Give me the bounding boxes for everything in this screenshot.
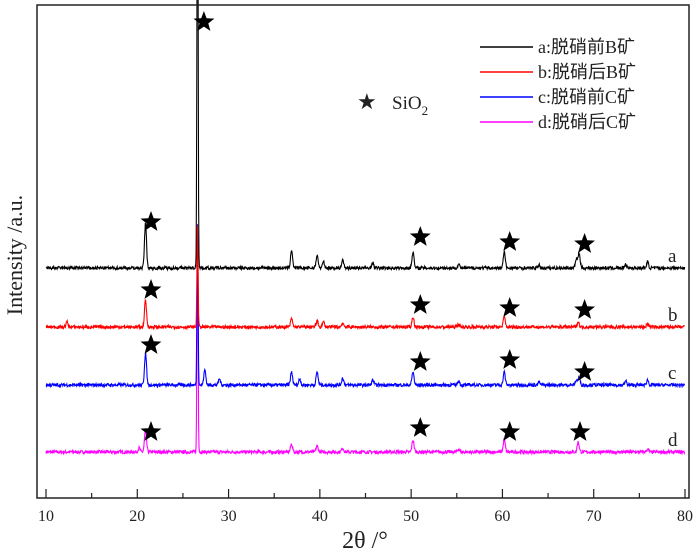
sio2-star-marker xyxy=(499,297,521,317)
sio2-star-marker xyxy=(409,294,431,314)
series-tag-d: d xyxy=(668,430,678,451)
x-tick-label: 30 xyxy=(221,508,237,525)
star-icon: ★ xyxy=(357,89,377,114)
legend-label-a: a:脱硝前B矿 xyxy=(538,37,635,57)
marker-legend: ★ SiO2 xyxy=(357,89,428,118)
sio2-star-marker xyxy=(140,279,162,299)
sio2-star-marker xyxy=(140,334,162,354)
plot-frame xyxy=(36,4,690,499)
sio2-star-marker xyxy=(193,11,215,31)
series-line-d xyxy=(45,232,686,456)
sio2-star-marker xyxy=(409,417,431,437)
x-tick-label: 50 xyxy=(403,508,419,525)
legend-label-c: c:脱硝前C矿 xyxy=(538,87,635,107)
series-line-b xyxy=(45,225,686,331)
series-line-c xyxy=(45,224,686,389)
x-tick-label: 60 xyxy=(494,508,510,525)
sio2-star-marker xyxy=(409,226,431,246)
x-tick-label: 70 xyxy=(586,508,602,525)
x-ticks: 10 20 30 40 50 60 70 80 xyxy=(38,489,693,525)
series-tag-c: c xyxy=(668,363,676,384)
series-layer: d c b a xyxy=(45,0,686,456)
sio2-star-marker xyxy=(140,211,162,231)
x-axis-label: 2θ /° xyxy=(342,528,388,554)
sio2-star-marker xyxy=(574,299,595,319)
sio2-star-marker xyxy=(574,233,595,253)
marker-legend-label: SiO2 xyxy=(392,93,428,118)
legend-label-d: d:脱硝后C矿 xyxy=(538,112,636,132)
sio2-star-marker xyxy=(569,421,591,441)
sio2-star-marker xyxy=(140,421,162,441)
x-tick-label: 10 xyxy=(38,508,54,525)
x-tick-label: 20 xyxy=(129,508,145,525)
series-tag-b: b xyxy=(668,305,678,326)
series-line-a xyxy=(45,0,686,272)
legend-label-b: b:脱硝后B矿 xyxy=(538,62,636,82)
series-tag-a: a xyxy=(668,246,677,267)
x-tick-label: 80 xyxy=(677,508,693,525)
sio2-star-marker xyxy=(409,351,431,371)
legend: a:脱硝前B矿 b:脱硝后B矿 c:脱硝前C矿 d:脱硝后C矿 xyxy=(480,37,636,132)
sio2-star-marker xyxy=(499,349,521,369)
sio2-star-marker xyxy=(499,421,521,441)
stars-layer xyxy=(140,11,595,441)
x-tick-label: 40 xyxy=(312,508,328,525)
y-axis-label: Intensity /a.u. xyxy=(2,195,27,315)
sio2-star-marker xyxy=(499,231,521,251)
sio2-star-marker xyxy=(574,361,595,381)
